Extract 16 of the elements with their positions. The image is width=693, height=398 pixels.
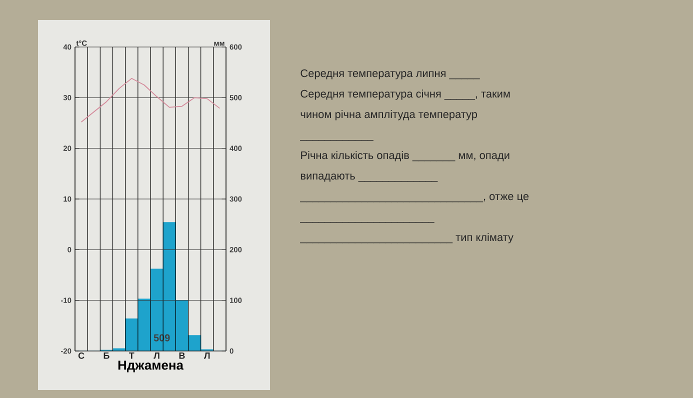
text: чином річна амплітуда температур xyxy=(300,110,478,120)
text: _________________________ тип клімату xyxy=(300,233,514,244)
text: Річна кількість опадів _______ мм, опади xyxy=(301,151,510,162)
x-tick-label: С xyxy=(78,352,84,359)
x-tick-label: В xyxy=(179,352,185,359)
text: Середня температура липня _____ xyxy=(300,69,480,80)
x-tick-label: Л xyxy=(154,352,160,359)
x-tick-label: Б xyxy=(104,352,110,359)
text: ____________ xyxy=(300,140,374,141)
text: ______________________________, отже це xyxy=(300,194,529,202)
x-tick-label: Л xyxy=(204,352,210,359)
x-axis-title: Нджамена xyxy=(118,360,184,372)
x-tick-label: Т xyxy=(128,352,134,359)
text: ______________________ xyxy=(300,222,434,223)
text: Середня температура січня _____, таким xyxy=(300,90,510,100)
text: випадають _____________ xyxy=(300,174,438,182)
